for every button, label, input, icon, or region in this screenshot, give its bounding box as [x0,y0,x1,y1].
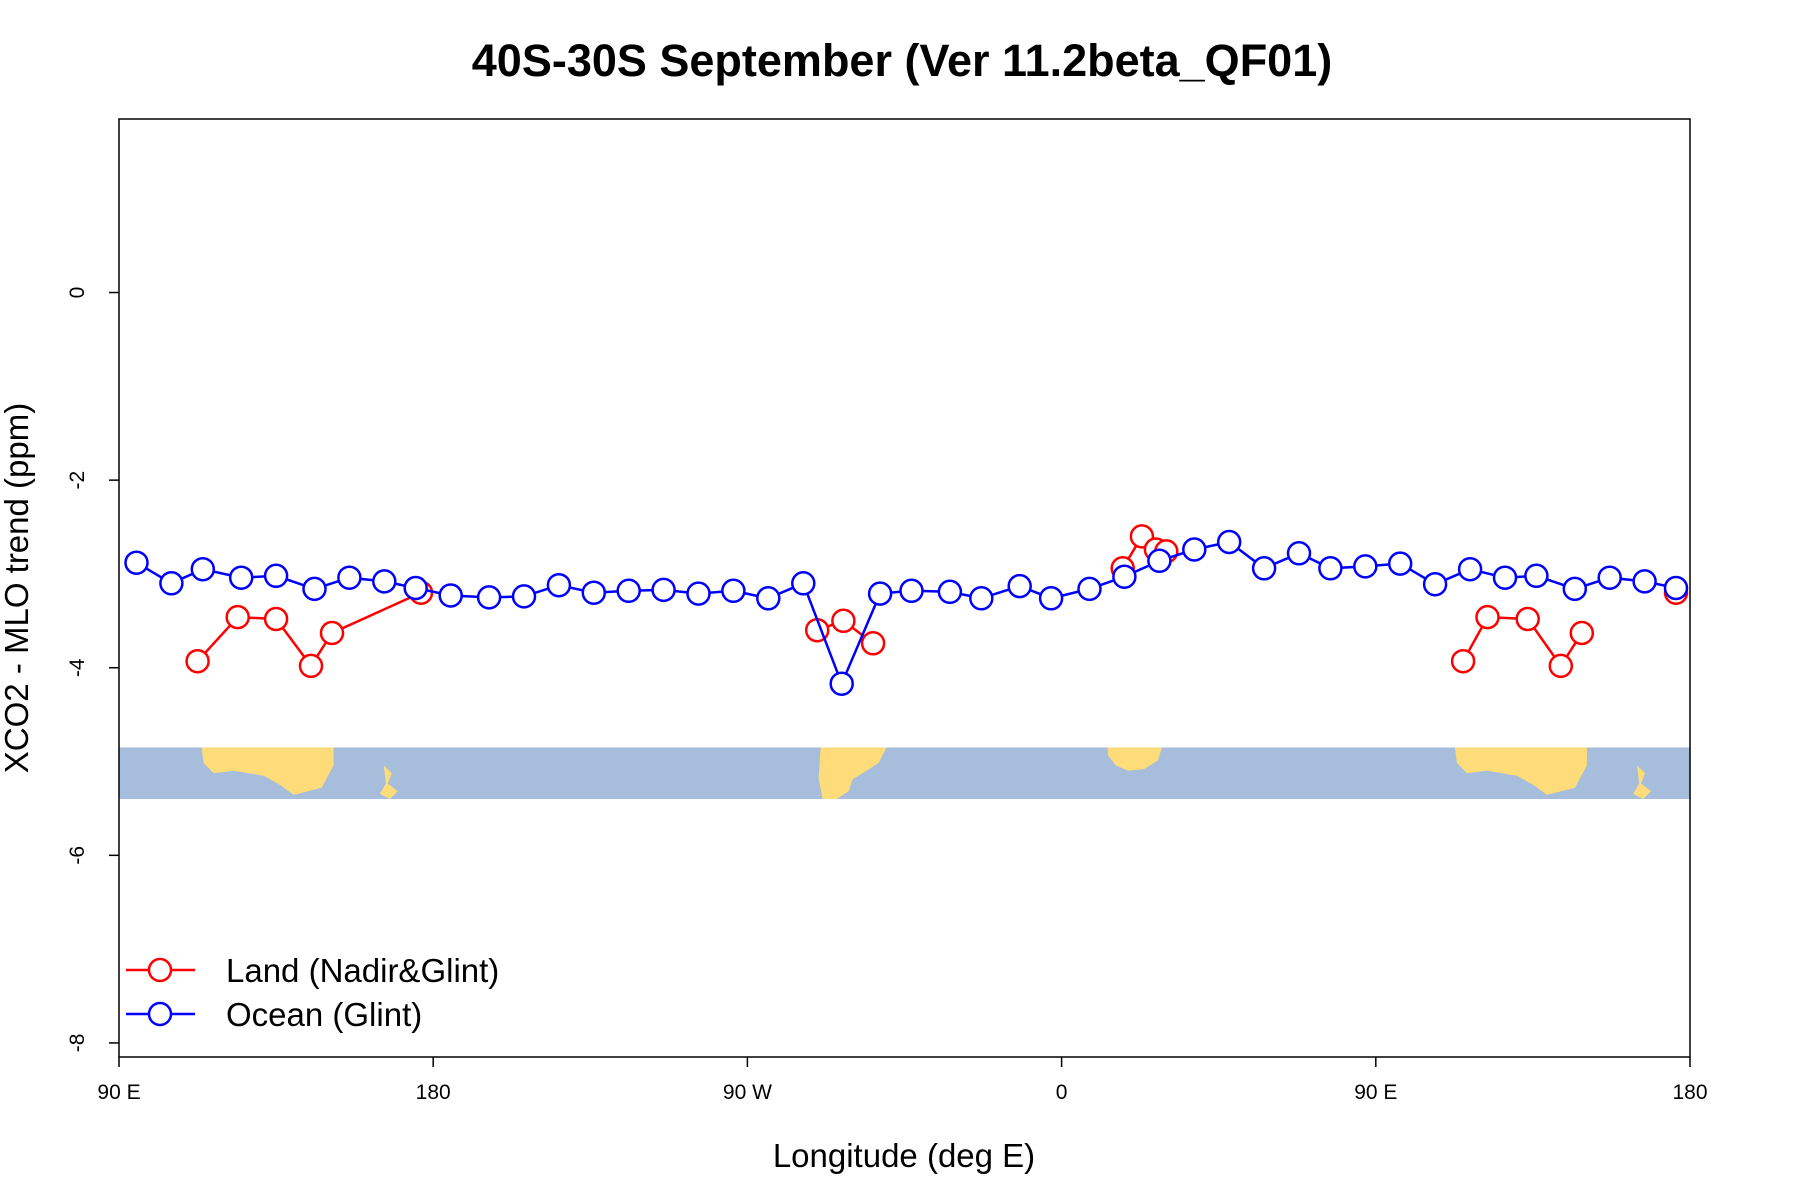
data-point [686,581,711,606]
data-point [1387,551,1413,576]
map-land [379,765,398,799]
data-point [1182,537,1207,562]
data-point [159,571,184,596]
data-point [1562,576,1588,602]
x-tick-label: 90 E [97,1081,140,1104]
x-tick-label: 180 [1672,1081,1707,1104]
x-tick-label: 180 [416,1081,451,1104]
x-axis: 90 E 180 90 W 0 90 E 180 [97,1057,1708,1104]
legend-item-ocean: Ocean (Glint) [126,996,422,1033]
y-tick-label: -2 [66,471,89,490]
data-point [791,571,816,596]
data-point [1492,565,1518,590]
legend-swatch-marker [147,1001,173,1027]
data-point [1475,604,1500,630]
data-point [1632,569,1657,594]
data-point [1524,563,1549,589]
data-point [860,631,886,656]
data-point [829,671,854,696]
legend-swatch-marker [147,957,173,983]
map-band [119,747,1690,800]
data-point [867,581,893,606]
map-land [201,747,334,795]
data-point [1286,541,1312,566]
data-point [1663,575,1689,601]
y-tick-label: -6 [66,846,89,865]
data-point [616,578,641,604]
map-land [1454,747,1587,795]
data-point [185,648,210,674]
x-axis-label: Longitude (deg E) [773,1137,1035,1174]
data-point [1216,529,1242,555]
data-point [190,556,216,582]
data-point [831,608,856,634]
x-tick-label: 0 [1056,1081,1068,1104]
data-point [228,565,254,590]
data-point [403,575,428,601]
map-land [818,747,887,799]
data-point [1318,556,1343,581]
data-point [1147,548,1172,574]
data-point [511,584,537,609]
data-point [1422,571,1448,597]
legend-label-land: Land (Nadir&Glint) [226,952,499,989]
y-tick-label: 0 [66,287,89,299]
data-point [1548,653,1574,679]
data-point [263,563,289,589]
y-tick-label: -4 [66,658,89,677]
map-land [1107,747,1162,771]
legend-label-ocean: Ocean (Glint) [226,996,422,1033]
series-ocean [124,529,1689,696]
data-point [337,565,362,590]
data-point [124,550,149,575]
data-point [651,577,676,603]
data-point [438,583,463,608]
data-point [1112,564,1137,589]
data-point [1038,586,1064,611]
data-point [899,578,924,604]
data-point [1569,620,1595,646]
data-point [1007,573,1032,599]
data-point [1251,556,1277,581]
series-land [185,524,1689,679]
data-point [319,620,345,646]
x-tick-label: 90 W [723,1081,772,1104]
data-point [372,569,397,594]
chart-title: 40S-30S September (Ver 11.2beta_QF01) [472,35,1332,86]
data-point [969,586,994,611]
data-point [937,579,963,605]
data-point [225,604,250,630]
map-land [1633,765,1652,799]
data-point [756,586,781,611]
series-layer [124,524,1689,696]
data-point [1597,565,1622,590]
data-point [721,578,746,604]
data-point [1515,606,1540,632]
plot-frame [118,118,1691,1058]
data-point [298,653,324,679]
data-point [1077,576,1102,602]
data-point [546,572,572,598]
data-point [302,576,327,602]
y-axis: 0 -2 -4 -6 -8 [66,287,119,1053]
data-point [1457,556,1483,582]
data-point [1353,554,1378,579]
y-tick-label: -8 [66,1034,89,1053]
data-point [476,585,502,610]
data-point [581,580,607,605]
series-line [135,540,1677,688]
legend-item-land: Land (Nadir&Glint) [126,952,499,989]
x-tick-label: 90 E [1354,1081,1397,1104]
data-point [263,606,289,632]
y-axis-label: XCO2 - MLO trend (ppm) [0,403,35,773]
data-point [1450,648,1476,674]
legend: Land (Nadir&Glint) Ocean (Glint) [126,952,499,1033]
map-ocean [119,747,1690,800]
